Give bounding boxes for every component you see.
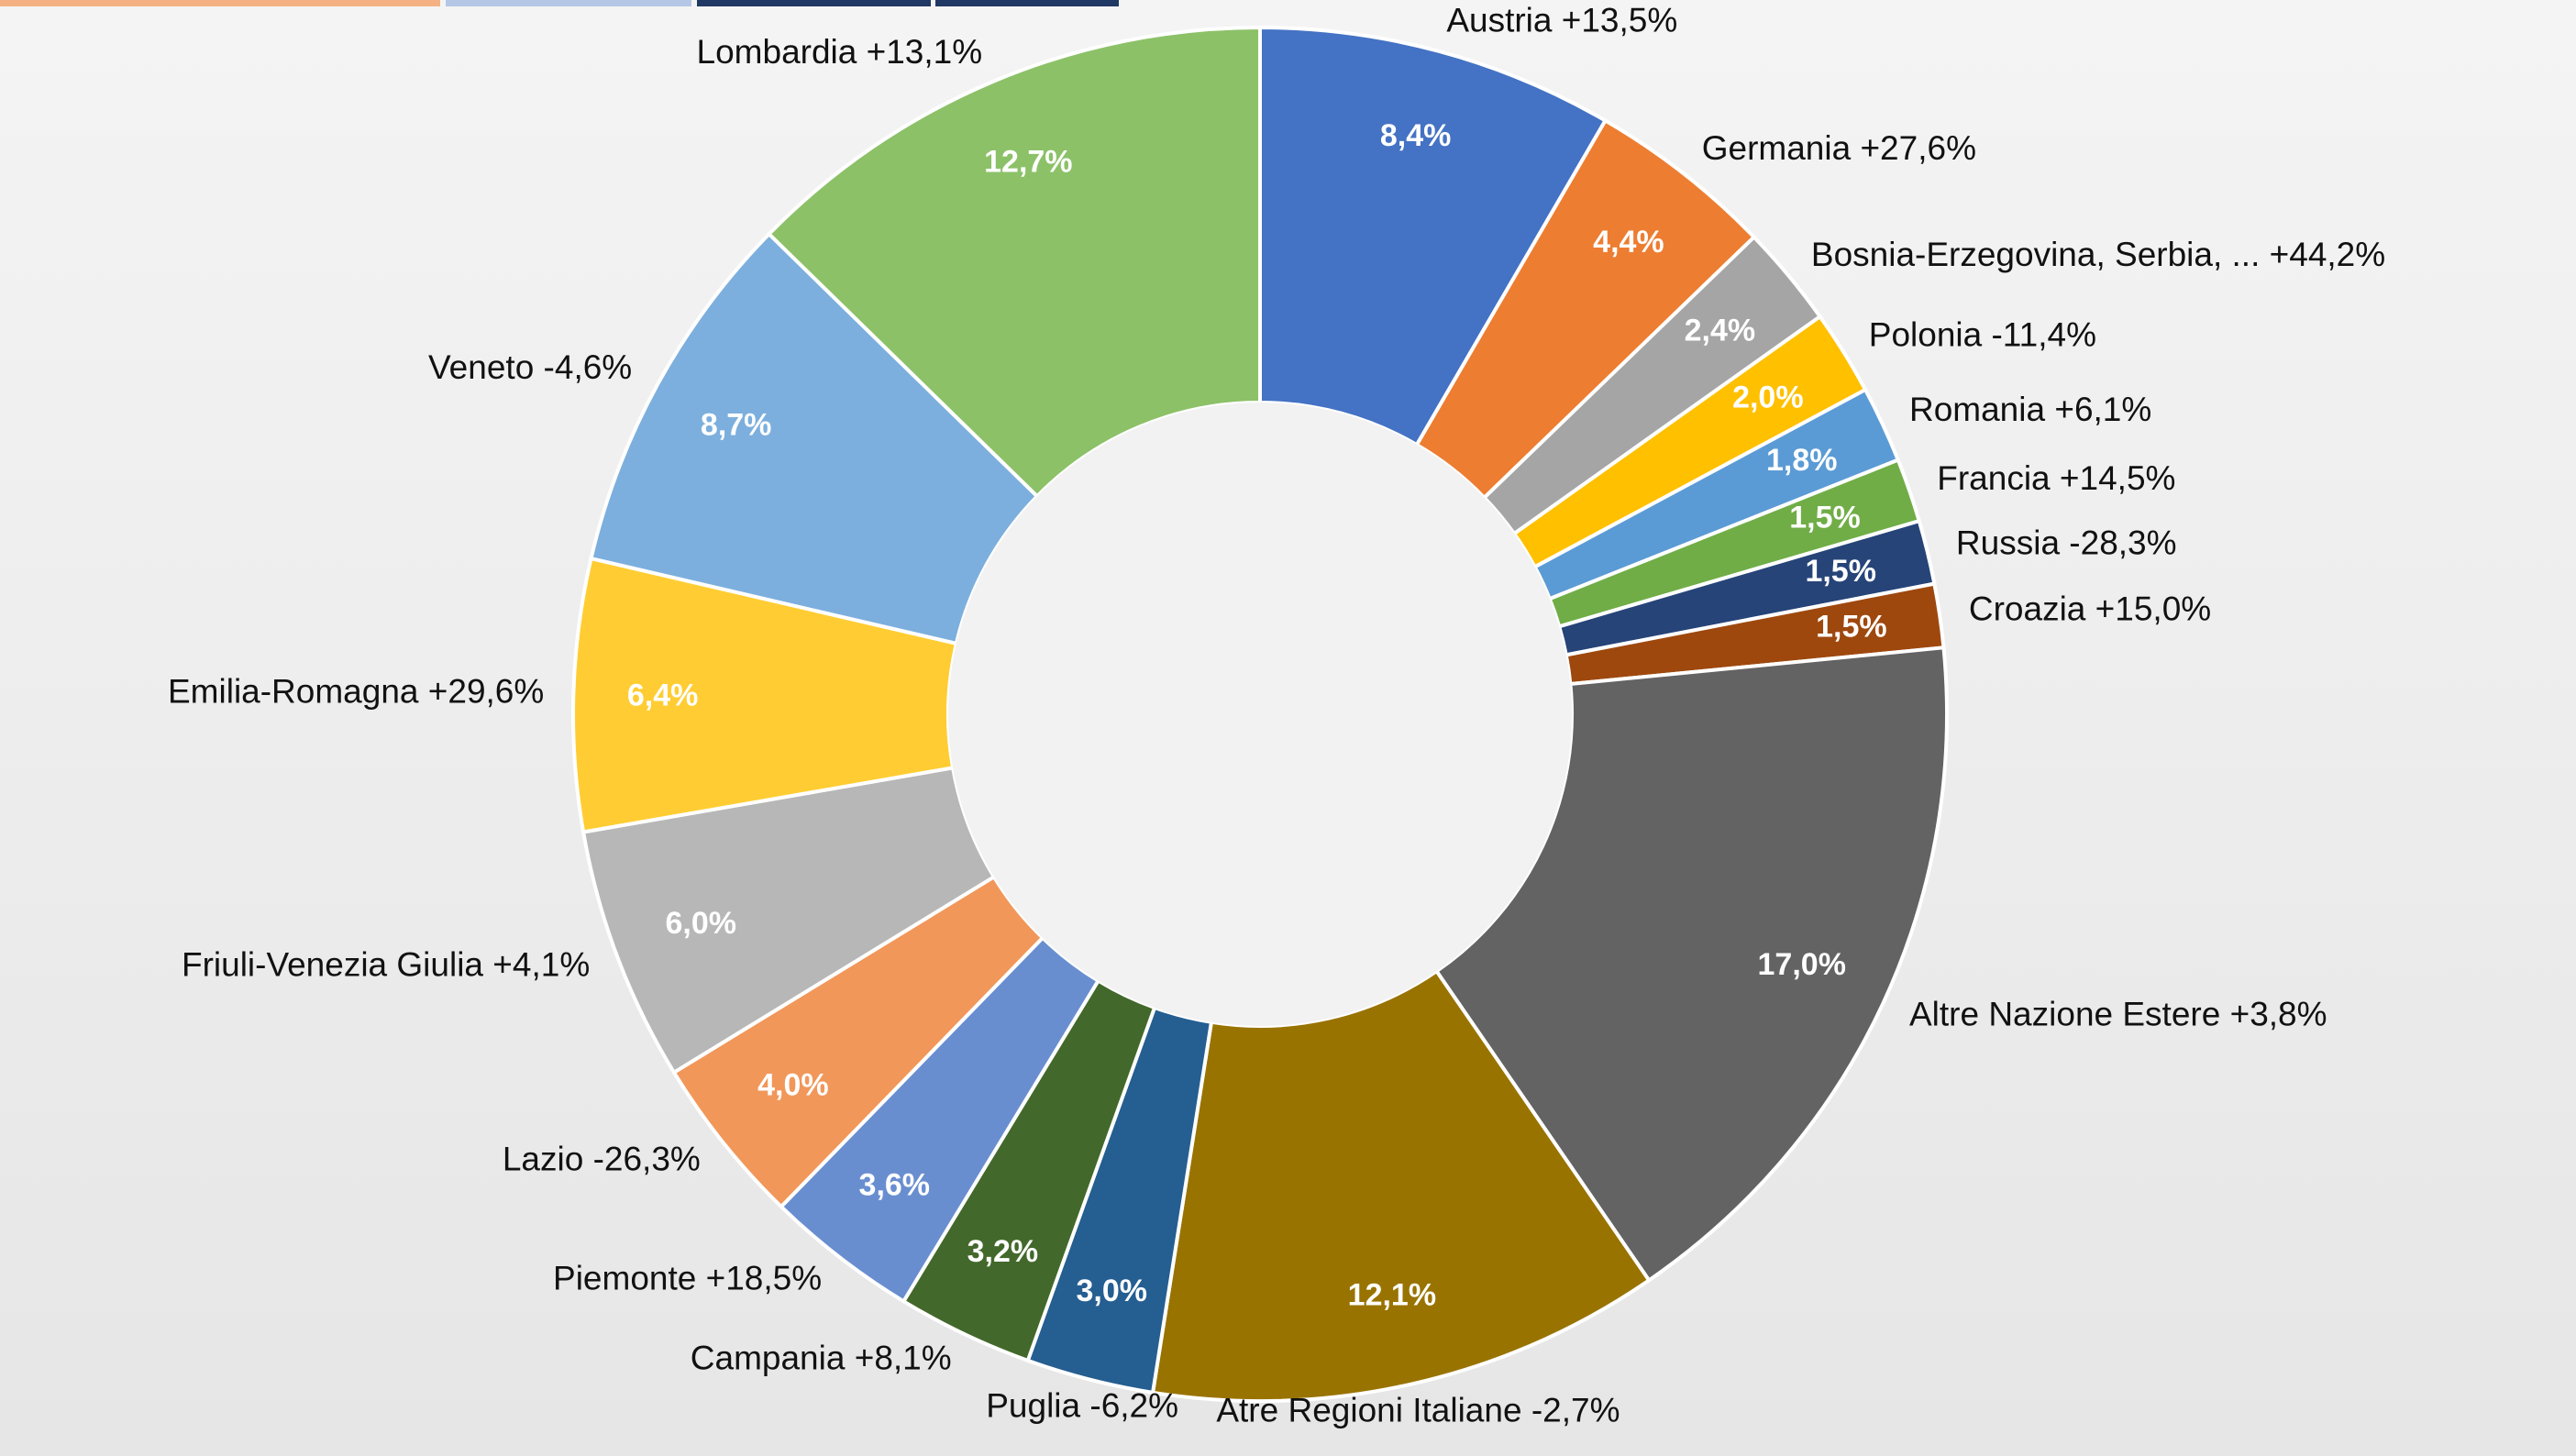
value-label: 12,1% [1348,1278,1436,1313]
category-label: Russia -28,3% [1956,524,2177,561]
category-label: Croazia +15,0% [1969,590,2211,628]
value-label: 3,6% [859,1167,931,1202]
category-label: Puglia -6,2% [986,1386,1178,1424]
value-label: 8,7% [701,408,772,443]
category-label: Altre Nazione Estere +3,8% [1909,995,2327,1032]
value-label: 3,2% [967,1234,1039,1269]
value-label: 12,7% [984,144,1072,179]
value-label: 1,5% [1789,500,1861,535]
category-label: Lombardia +13,1% [697,33,983,71]
value-label: 4,0% [757,1068,829,1103]
value-label: 2,0% [1732,381,1804,415]
category-label: Romania +6,1% [1909,391,2151,428]
category-label: Atre Regioni Italiane -2,7% [1216,1392,1620,1429]
value-label: 6,4% [627,678,699,713]
category-label: Francia +14,5% [1937,459,2175,497]
category-label: Lazio -26,3% [503,1140,701,1177]
category-label: Germania +27,6% [1702,129,1976,167]
value-label: 3,0% [1077,1274,1148,1308]
category-label: Campania +8,1% [691,1340,952,1377]
value-label: 1,8% [1766,443,1838,478]
top-strip [935,0,1119,6]
category-label: Veneto -4,6% [428,348,632,386]
top-strip [0,0,440,6]
value-label: 2,4% [1685,314,1756,348]
value-label: 17,0% [1758,947,1846,982]
category-label: Polonia -11,4% [1869,315,2096,353]
category-label: Bosnia-Erzegovina, Serbia, ... +44,2% [1811,236,2385,273]
value-label: 6,0% [666,906,737,941]
category-label: Emilia-Romagna +29,6% [168,673,544,711]
value-label: 4,4% [1593,225,1664,259]
donut-hole [948,403,1572,1026]
value-label: 1,5% [1816,609,1887,644]
top-strip [446,0,691,6]
category-label: Friuli-Venezia Giulia +4,1% [182,945,590,983]
top-strip [697,0,931,6]
donut-slice [1433,645,1949,1284]
category-label: Piemonte +18,5% [553,1260,822,1297]
value-label: 8,4% [1380,118,1452,153]
value-label: 1,5% [1805,554,1876,589]
category-label: Austria +13,5% [1446,2,1677,39]
